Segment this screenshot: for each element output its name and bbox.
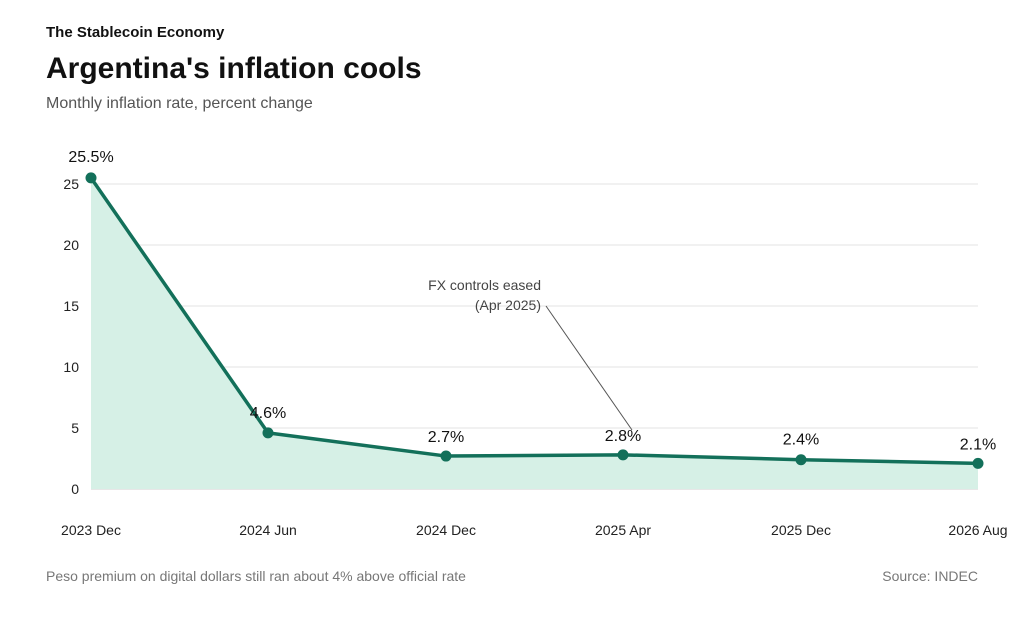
y-tick-label: 10 [63,359,79,375]
data-label: 2.1% [960,436,996,453]
source-credit: Source: INDEC [882,568,978,584]
y-tick-label: 5 [71,420,79,436]
x-tick-label: 2025 Apr [595,522,651,538]
area-fill [91,177,978,489]
x-tick-label: 2024 Jun [239,522,297,538]
x-tick-label: 2025 Dec [771,522,831,538]
annotation-text: FX controls eased [428,277,541,293]
data-label: 2.7% [428,429,464,446]
data-point [795,454,807,466]
y-tick-label: 25 [63,176,79,192]
data-point [617,449,629,461]
chart-title: Argentina's inflation cools [46,52,422,85]
chart-subtitle: Monthly inflation rate, percent change [46,95,313,112]
y-tick-label: 0 [71,481,79,497]
data-point [85,172,97,184]
footnote: Peso premium on digital dollars still ra… [46,568,466,584]
x-tick-label: 2026 Aug [948,522,1007,538]
data-point [440,450,452,462]
series-line [89,176,979,466]
data-label: 4.6% [250,405,286,422]
y-tick-label: 15 [63,298,79,314]
chart-kicker: The Stablecoin Economy [46,24,225,41]
annotation-text: (Apr 2025) [475,297,541,313]
annotation-leader-line [545,305,633,431]
data-point [262,427,274,439]
x-tick-label: 2023 Dec [61,522,121,538]
data-label: 25.5% [68,149,113,166]
data-label: 2.4% [783,432,819,449]
data-label: 2.8% [605,428,641,445]
x-tick-label: 2024 Dec [416,522,476,538]
data-point [972,457,984,469]
y-tick-label: 20 [63,237,79,253]
